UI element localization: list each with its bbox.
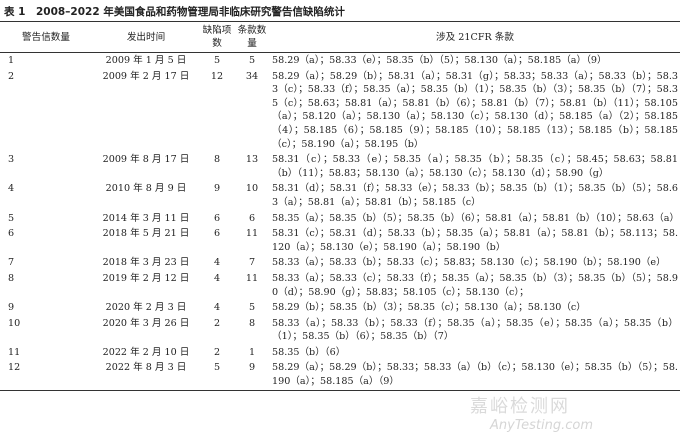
cfr-clauses: 58.29（a）；58.29（b）；58.31（a）；58.31（g）；58.3… — [272, 70, 678, 150]
letter-number: 2 — [8, 70, 15, 82]
issue-date: 2014 年 3 月 11 日 — [102, 212, 190, 224]
cfr-clauses: 58.29（b）；58.35（b）（3）；58.35（c）；58.130（a）；… — [272, 302, 586, 314]
defect-count: 12 — [210, 70, 224, 82]
issue-date: 2009 年 1 月 5 日 — [105, 55, 187, 66]
defect-count: 4 — [213, 257, 221, 269]
letter-number: 8 — [8, 272, 15, 284]
issue-date: 2019 年 2 月 12 日 — [102, 272, 190, 284]
column-header: 条款数量 — [237, 25, 267, 49]
table-row: 11 2022 年 2 月 10 日 2 1 58.35（b）（6） — [0, 345, 680, 361]
table-row: 7 2018 年 3 月 23 日 4 7 58.33（a）；58.33（b）；58.3… — [0, 255, 680, 271]
clause-count: 11 — [245, 228, 259, 240]
issue-date: 2020 年 2 月 3 日 — [105, 302, 187, 314]
table-row: 3 2009 年 8 月 17 日 8 13 58.31（c）；58.33（e）；58.… — [0, 152, 680, 181]
column-header: 涉及 21CFR 条款 — [436, 31, 514, 43]
defect-count: 6 — [213, 212, 221, 224]
cfr-clauses: 58.35（a）；58.35（b）（5）；58.35（b）（6）；58.81（a… — [272, 212, 680, 224]
clause-count: 5 — [248, 302, 256, 314]
cfr-clauses: 58.29（a）；58.33（e）；58.35（b）（5）；58.130（a）；… — [272, 55, 607, 66]
table-body: 1 2009 年 1 月 5 日 5 5 58.29（a）；58.33（e）；58.35… — [0, 53, 680, 391]
defect-table: 警告信数量 发出时间 缺陷项数 条款数量 涉及 21CFR 条款 1 2009 年 1 月… — [0, 21, 680, 391]
issue-date: 2022 年 2 月 10 日 — [102, 346, 190, 358]
table-row: 6 2018 年 5 月 21 日 6 11 58.31（c）；58.31（d）；58.… — [0, 226, 680, 255]
clause-count: 5 — [248, 55, 256, 66]
table-row: 4 2010 年 8 月 9 日 9 10 58.31（d）；58.31（f）；58.3… — [0, 181, 680, 210]
clause-count: 11 — [245, 272, 259, 284]
issue-date: 2018 年 3 月 23 日 — [102, 257, 190, 269]
clause-count: 1 — [248, 346, 256, 358]
table-row: 2 2009 年 2 月 17 日 12 34 58.29（a）；58.29（b）；58… — [0, 69, 680, 153]
letter-number: 1 — [8, 55, 15, 66]
defect-count: 9 — [213, 183, 221, 195]
defect-count: 2 — [213, 346, 221, 358]
table-row: 8 2019 年 2 月 12 日 4 11 58.33（a）；58.33（c）；58.… — [0, 271, 680, 300]
clause-count: 9 — [248, 362, 256, 374]
column-header: 缺陷项数 — [202, 25, 232, 49]
issue-date: 2010 年 8 月 9 日 — [105, 183, 187, 195]
clause-count: 6 — [248, 212, 256, 224]
cfr-clauses: 58.35（b）（6） — [272, 346, 346, 358]
cfr-clauses: 58.33（a）；58.33（b）；58.33（f）；58.35（a）；58.3… — [272, 317, 678, 343]
letter-number: 5 — [8, 212, 15, 224]
header-row: 警告信数量 发出时间 缺陷项数 条款数量 涉及 21CFR 条款 — [0, 21, 680, 53]
defect-count: 5 — [213, 55, 221, 66]
cfr-clauses: 58.33（a）；58.33（b）；58.33（c）；58.83；58.130（… — [272, 257, 666, 269]
cfr-clauses: 58.31（d）；58.31（f）；58.33（e）；58.33（b）；58.3… — [272, 183, 678, 208]
clause-count: 10 — [245, 183, 259, 195]
defect-count: 2 — [213, 317, 221, 329]
letter-number: 7 — [8, 257, 15, 269]
letter-number: 9 — [8, 302, 15, 314]
issue-date: 2020 年 3 月 26 日 — [102, 317, 190, 329]
watermark-url: AnyTesting.com — [490, 418, 594, 433]
table-row: 9 2020 年 2 月 3 日 4 5 58.29（b）；58.35（b）（3）；58… — [0, 300, 680, 316]
cfr-clauses: 58.31（c）；58.33（e）；58.35（a）；58.35（b）；58.3… — [272, 154, 678, 179]
issue-date: 2022 年 8 月 3 日 — [105, 362, 187, 374]
issue-date: 2009 年 2 月 17 日 — [102, 70, 190, 82]
letter-number: 3 — [8, 154, 15, 166]
issue-date: 2018 年 5 月 21 日 — [102, 228, 190, 240]
defect-count: 8 — [213, 154, 221, 166]
table-row: 12 2022 年 8 月 3 日 5 9 58.29（a）；58.29（b）；58.3… — [0, 360, 680, 391]
letter-number: 12 — [8, 362, 21, 374]
table-row: 1 2009 年 1 月 5 日 5 5 58.29（a）；58.33（e）；58.35… — [0, 53, 680, 69]
defect-count: 6 — [213, 228, 221, 240]
cfr-clauses: 58.31（c）；58.31（d）；58.33（b）；58.35（a）；58.8… — [272, 228, 678, 253]
clause-count: 8 — [248, 317, 256, 329]
column-header: 发出时间 — [126, 31, 166, 43]
table-title: 表 1 2008–2022 年美国食品和药物管理局非临床研究警告信缺陷统计 — [4, 6, 345, 18]
clause-count: 13 — [245, 154, 259, 166]
table-row: 10 2020 年 3 月 26 日 2 8 58.33（a）；58.33（b）；58.… — [0, 316, 680, 345]
letter-number: 11 — [8, 346, 21, 358]
letter-number: 6 — [8, 228, 15, 240]
defect-count: 4 — [213, 302, 221, 314]
column-header: 警告信数量 — [22, 31, 70, 43]
cfr-clauses: 58.33（a）；58.33（c）；58.33（f）；58.35（a）；58.3… — [272, 272, 678, 298]
letter-number: 10 — [8, 317, 21, 329]
cfr-clauses: 58.29（a）；58.29（b）；58.33；58.33（a）（b）（c）；5… — [272, 362, 678, 388]
table-row: 5 2014 年 3 月 11 日 6 6 58.35（a）；58.35（b）（5）；5… — [0, 211, 680, 227]
watermark: 嘉峪检测网 — [470, 396, 570, 417]
clause-count: 7 — [248, 257, 256, 269]
defect-count: 4 — [213, 272, 221, 284]
letter-number: 4 — [8, 183, 15, 195]
issue-date: 2009 年 8 月 17 日 — [102, 154, 190, 166]
clause-count: 34 — [245, 70, 259, 82]
defect-count: 5 — [213, 362, 221, 374]
